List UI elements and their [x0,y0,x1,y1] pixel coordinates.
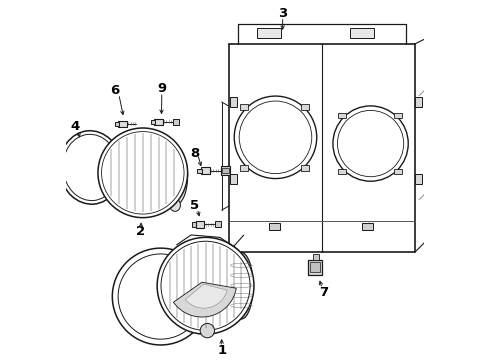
Circle shape [98,128,188,218]
Text: 9: 9 [157,82,167,95]
Bar [192,222,196,226]
Bar [196,221,204,228]
Bar [151,120,155,125]
Ellipse shape [167,158,183,194]
Bar [257,28,281,39]
Text: 4: 4 [70,120,79,133]
Circle shape [333,106,408,181]
Ellipse shape [170,199,180,211]
Bar [338,113,346,118]
Bar [301,165,309,171]
Circle shape [112,248,209,345]
Ellipse shape [230,253,253,319]
Ellipse shape [200,323,215,338]
Text: 6: 6 [111,84,120,97]
Bar [394,113,402,118]
Bar [350,28,374,39]
Bar [415,174,422,184]
Bar [222,168,228,173]
Bar [269,223,280,230]
Bar [313,253,318,260]
Ellipse shape [234,262,249,309]
Bar [301,104,309,109]
Bar [221,166,230,175]
Bar [362,223,373,230]
Bar [119,121,127,127]
Text: 1: 1 [217,344,226,357]
Ellipse shape [59,131,122,204]
Bar [240,165,248,171]
Text: 2: 2 [136,225,146,238]
Circle shape [157,237,254,334]
Bar [394,168,402,174]
Bar [172,119,179,125]
Bar [230,96,237,107]
Bar [310,262,319,272]
Ellipse shape [163,148,188,205]
Text: 5: 5 [190,199,199,212]
Text: 8: 8 [190,147,199,159]
Bar [240,104,248,109]
Bar [308,260,322,275]
Bar [415,96,422,107]
Text: 3: 3 [278,7,287,20]
Wedge shape [173,282,236,317]
Bar [115,122,119,126]
Text: 7: 7 [319,287,328,300]
Bar [201,167,210,174]
Bar [197,168,201,173]
Wedge shape [185,284,227,308]
Bar [215,221,221,227]
Bar [230,174,237,184]
Bar [154,119,163,126]
Bar [338,168,346,174]
Circle shape [234,96,317,179]
